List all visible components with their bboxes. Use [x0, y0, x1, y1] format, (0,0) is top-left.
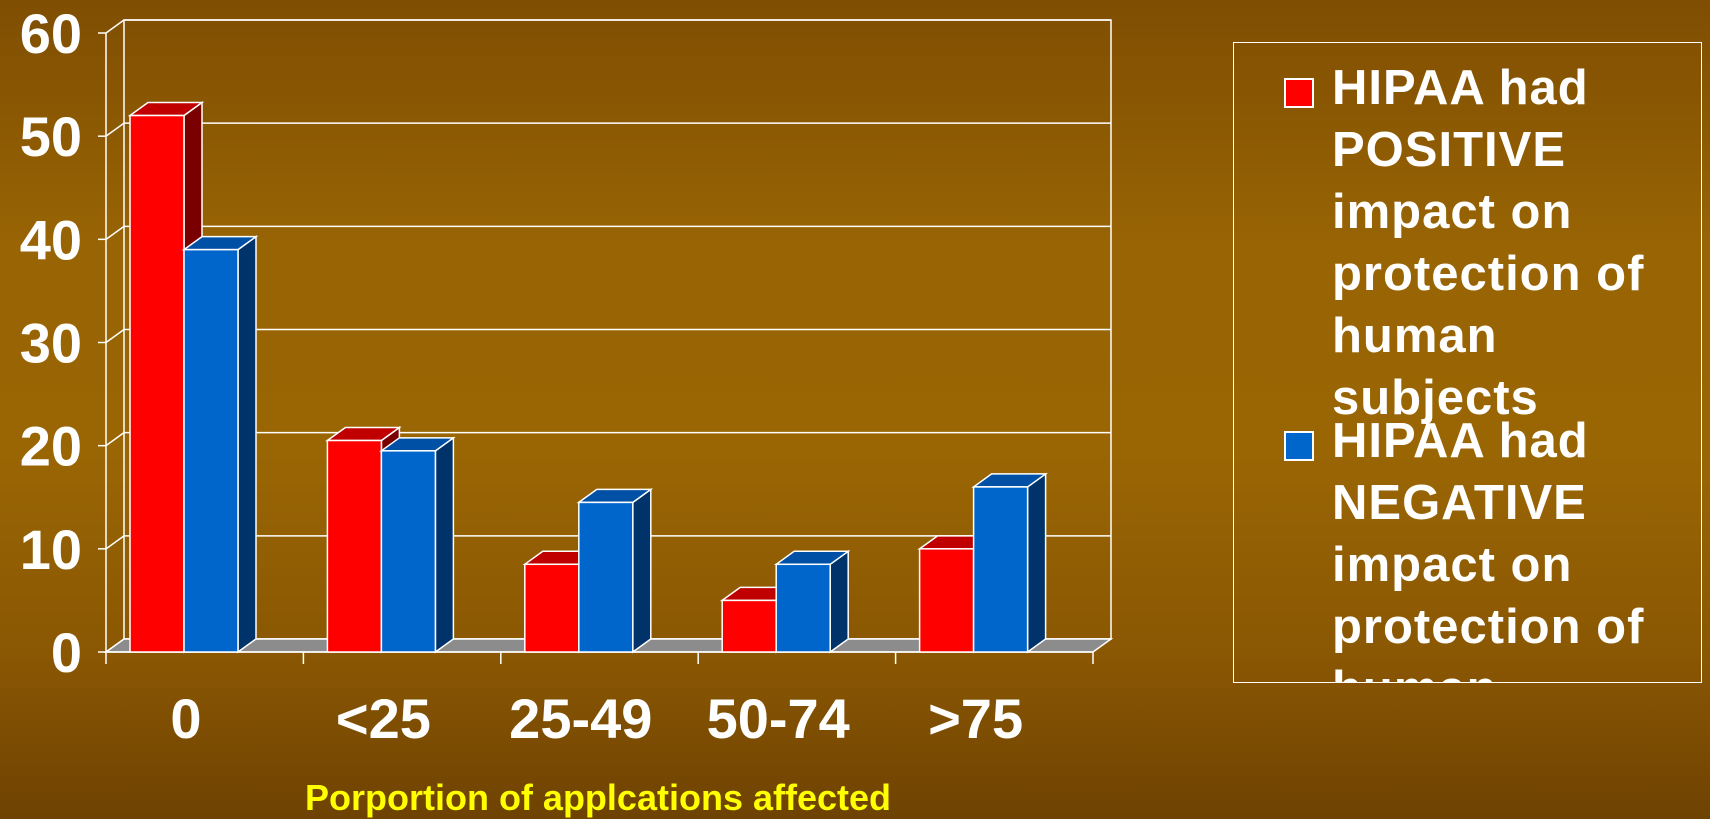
y-tick-label: 50: [20, 105, 82, 168]
bar: [524, 563, 580, 653]
bar: [721, 599, 777, 653]
bars: [127, 101, 1048, 654]
bar: [578, 501, 634, 653]
bar-side: [829, 549, 849, 654]
bar: [326, 439, 383, 653]
bar: [129, 114, 185, 653]
bar: [972, 486, 1029, 653]
y-tick-label: 10: [20, 518, 82, 581]
bar: [775, 563, 831, 653]
side-grid-line: [105, 535, 125, 550]
bar-side: [237, 235, 257, 654]
x-tick-label: 25-49: [509, 687, 652, 750]
side-grid-line: [105, 225, 125, 240]
bar: [918, 548, 975, 653]
side-grid-line: [105, 19, 125, 34]
y-tick-label: 30: [20, 312, 82, 375]
y-tick-label: 60: [20, 2, 82, 65]
x-axis-title: Porportion of applcations affected: [305, 777, 891, 818]
x-tick-labels: 0 <25 25-49 50-74 >75: [170, 687, 1023, 750]
y-tick-label: 0: [51, 621, 82, 684]
legend: HIPAA had POSITIVE impact on protection …: [1233, 42, 1702, 683]
x-tick-label: <25: [336, 687, 431, 750]
legend-label-negative: HIPAA had NEGATIVE impact on protection …: [1332, 414, 1645, 682]
y-tick-label: 40: [20, 208, 82, 271]
side-grid-line: [105, 432, 125, 447]
x-tick-label: 0: [170, 687, 201, 750]
legend-swatch-blue: [1284, 431, 1314, 461]
x-tick-label: >75: [928, 687, 1023, 750]
bar-side: [632, 487, 652, 654]
bar: [183, 248, 239, 653]
bar-side: [1026, 472, 1047, 654]
legend-swatch-red: [1284, 78, 1314, 108]
side-grid-line: [105, 122, 125, 137]
bar-side: [434, 436, 455, 654]
side-grid-line: [105, 328, 125, 344]
legend-label-positive: HIPAA had POSITIVE impact on protection …: [1332, 61, 1645, 425]
bar: [380, 450, 437, 653]
x-tick-label: 50-74: [707, 687, 850, 750]
y-tick-labels: 0 10 20 30 40 50 60: [20, 2, 82, 684]
y-tick-label: 20: [20, 415, 82, 478]
